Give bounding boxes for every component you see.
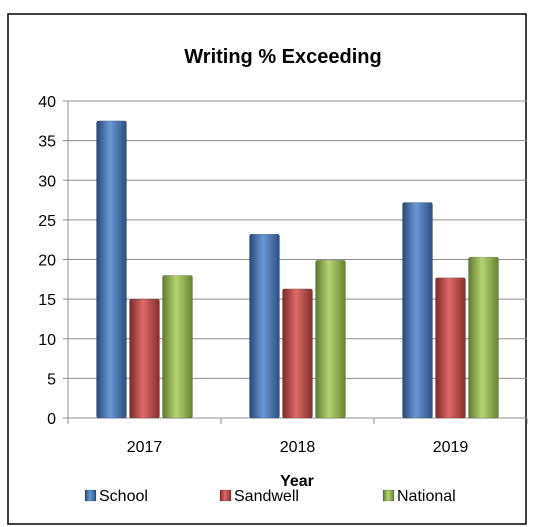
x-tick-label: 2018 [280,439,316,456]
bar-school-2019 [402,202,433,419]
bar-school-2017 [96,120,127,419]
x-axis-title: Year [280,473,314,490]
y-tick-label: 25 [38,213,56,230]
legend-label-sandwell: Sandwell [234,488,299,505]
y-tick-label: 0 [47,411,56,428]
bars [96,120,499,419]
y-tick-label: 10 [38,332,56,349]
bar-national-2019 [468,256,499,419]
chart-title: Writing % Exceeding [184,46,381,68]
x-tick-label: 2017 [127,439,163,456]
y-tick-labels: 0 5 10 15 20 25 30 35 40 [38,94,56,428]
bar-national-2018 [315,260,346,419]
y-tick-label: 40 [38,94,56,111]
legend: School Sandwell National [84,488,456,505]
bar-school-2018 [249,233,280,419]
bar-sandwell-2018 [282,288,313,419]
bar-sandwell-2017 [129,298,160,419]
x-tick-label: 2019 [433,439,469,456]
y-tick-label: 30 [38,173,56,190]
y-tick-label: 35 [38,134,56,151]
legend-label-national: National [397,488,456,505]
y-tick-label: 15 [38,292,56,309]
legend-swatch-sandwell [219,489,232,502]
y-tick-label: 20 [38,253,56,270]
legend-swatch-school [84,489,97,502]
bar-national-2017 [162,275,193,419]
x-tick-labels: 2017 2018 2019 [127,439,469,456]
bar-sandwell-2019 [435,277,466,419]
y-tick-label: 5 [47,371,56,388]
legend-label-school: School [99,488,148,505]
legend-swatch-national [382,489,395,502]
